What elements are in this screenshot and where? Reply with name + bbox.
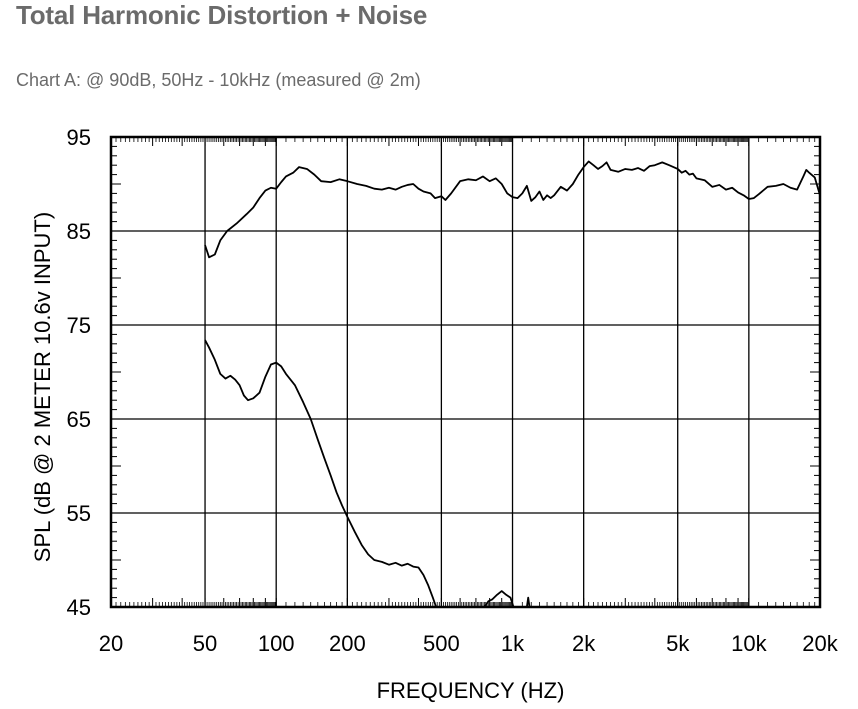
x-tick-label: 200 xyxy=(329,631,366,656)
y-tick-label: 85 xyxy=(67,219,91,244)
plot-frame xyxy=(109,135,822,609)
x-axis-label: FREQUENCY (HZ) xyxy=(377,678,565,703)
x-tick-label: 5k xyxy=(666,631,690,656)
x-tick-label: 10k xyxy=(731,631,767,656)
page-subtitle: Chart A: @ 90dB, 50Hz - 10kHz (measured … xyxy=(16,70,421,90)
x-tick-label: 20k xyxy=(802,631,838,656)
y-tick-label: 95 xyxy=(67,125,91,150)
x-tick-label: 1k xyxy=(501,631,525,656)
y-tick-label: 75 xyxy=(67,313,91,338)
x-tick-label: 50 xyxy=(193,631,217,656)
y-tick-label: 65 xyxy=(67,407,91,432)
grid-lines xyxy=(110,136,821,608)
page-title: Total Harmonic Distortion + Noise xyxy=(16,0,428,30)
y-axis-label: SPL (dB @ 2 METER 10.6v INPUT) xyxy=(30,212,55,562)
series-lines xyxy=(204,160,821,608)
series-line-1 xyxy=(204,160,821,259)
series-line-2 xyxy=(204,339,437,608)
x-tick-labels: 20 50 100 200 500 1k 2k 5k 10k 20k xyxy=(99,631,839,656)
y-tick-label: 45 xyxy=(67,595,91,620)
series-line-4 xyxy=(525,596,531,608)
x-tick-label: 20 xyxy=(99,631,123,656)
x-tick-label: 2k xyxy=(572,631,596,656)
x-tick-label: 500 xyxy=(423,631,460,656)
x-tick-label: 100 xyxy=(258,631,295,656)
y-tick-label: 55 xyxy=(67,501,91,526)
y-tick-labels: 95 85 75 65 55 45 xyxy=(67,125,91,620)
minor-tick-marks xyxy=(110,136,821,608)
series-line-3 xyxy=(483,590,515,608)
